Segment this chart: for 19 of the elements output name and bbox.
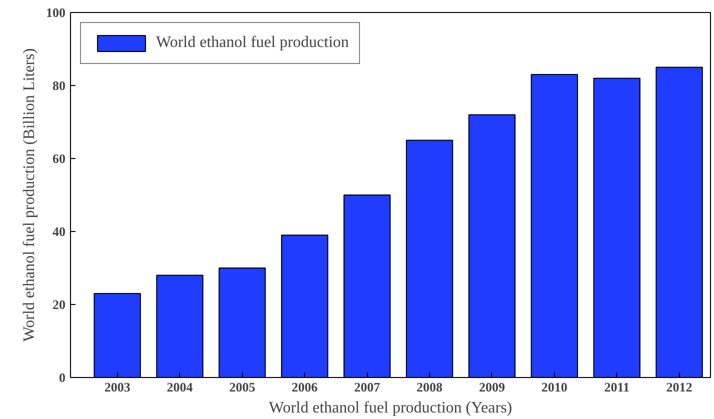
x-tick-label: 2012 [666,380,692,394]
y-tick-label: 80 [52,78,66,93]
x-tick-label: 2008 [416,380,444,394]
y-tick-label: 0 [59,370,66,385]
x-tick-label: 2004 [166,380,194,394]
x-tick-label: 2009 [478,380,506,394]
x-tick-label: 2005 [229,380,256,394]
y-axis-title: World ethanol fuel production (Billion Liters) [21,48,38,342]
x-tick-label: 2007 [354,380,381,394]
x-tick-label: 2011 [604,380,630,394]
x-tick-label: 2003 [104,380,131,394]
y-tick-label: 60 [52,151,66,166]
x-tick-label: 2010 [541,380,568,394]
x-tick-label: 2006 [292,380,318,394]
y-tick-label: 40 [52,224,66,239]
y-tick-label: 20 [52,297,66,312]
legend-label: World ethanol fuel production [156,34,349,52]
y-tick-label: 100 [46,5,66,20]
x-axis-title: World ethanol fuel production (Years) [268,400,512,416]
